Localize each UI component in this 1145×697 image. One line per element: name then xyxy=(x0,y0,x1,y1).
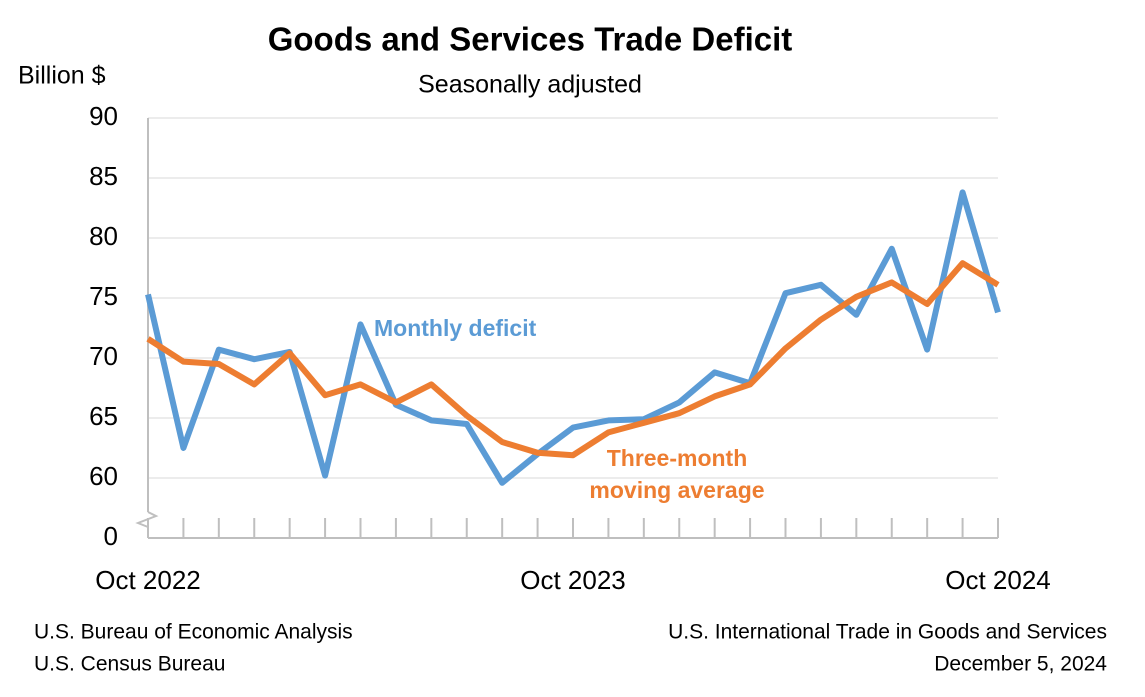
y-tick-label: 85 xyxy=(89,161,118,191)
y-tick-label: 65 xyxy=(89,401,118,431)
series-label: Monthly deficit xyxy=(374,315,537,341)
footer-left: U.S. Bureau of Economic Analysis xyxy=(34,621,353,644)
x-tick-label: Oct 2024 xyxy=(945,565,1051,595)
x-tick-label: Oct 2022 xyxy=(95,565,201,595)
series-label: Three-month moving average xyxy=(589,445,765,503)
y-tick-label: 0 xyxy=(104,521,118,551)
y-tick-label: 80 xyxy=(89,221,118,251)
footer-left: U.S. Census Bureau xyxy=(34,653,225,676)
chart-subtitle: Seasonally adjusted xyxy=(418,71,642,99)
y-axis-label: Billion $ xyxy=(18,62,106,90)
footer-right: December 5, 2024 xyxy=(934,653,1107,676)
data-line xyxy=(146,260,1000,459)
y-tick-label: 60 xyxy=(89,461,118,491)
footer-right: U.S. International Trade in Goods and Se… xyxy=(668,621,1107,644)
y-tick-label: 90 xyxy=(89,101,118,131)
y-tick-label: 70 xyxy=(89,341,118,371)
x-tick-label: Oct 2023 xyxy=(520,565,626,595)
chart-title: Goods and Services Trade Deficit xyxy=(268,21,793,58)
y-tick-label: 75 xyxy=(89,281,118,311)
